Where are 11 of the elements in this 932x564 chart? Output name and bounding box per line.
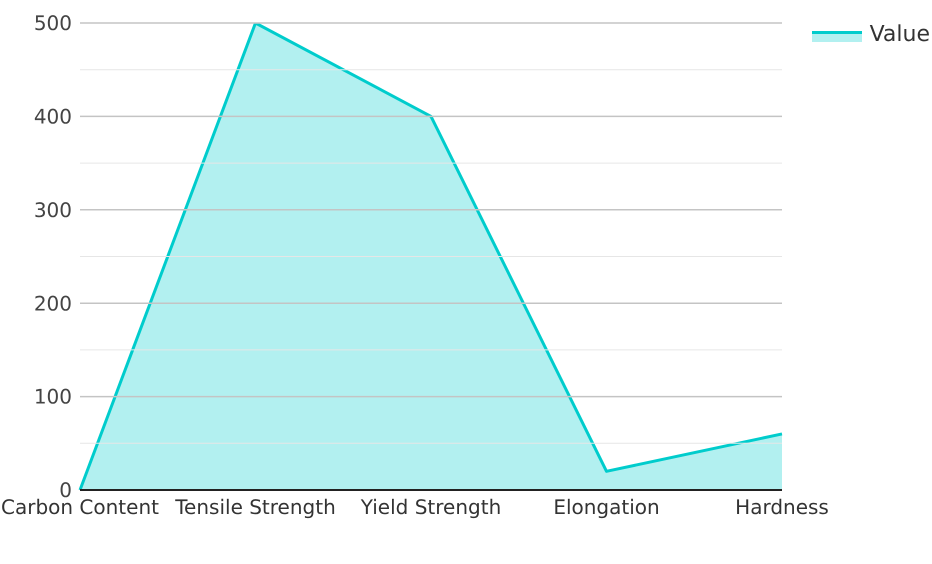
y-tick-label: 300 bbox=[34, 198, 72, 222]
x-tick-label: Hardness bbox=[735, 495, 829, 520]
x-tick-label: Elongation bbox=[553, 495, 660, 520]
x-tick-label: Tensile Strength bbox=[174, 495, 336, 520]
y-tick-label: 0 bbox=[59, 478, 72, 502]
y-tick-label: 200 bbox=[34, 291, 72, 316]
legend-label: Value bbox=[870, 22, 930, 47]
x-tick-label: Yield Strength bbox=[360, 495, 502, 520]
y-tick-label: 100 bbox=[34, 384, 72, 409]
y-tick-label: 500 bbox=[34, 11, 72, 36]
y-tick-label: 400 bbox=[34, 104, 72, 128]
